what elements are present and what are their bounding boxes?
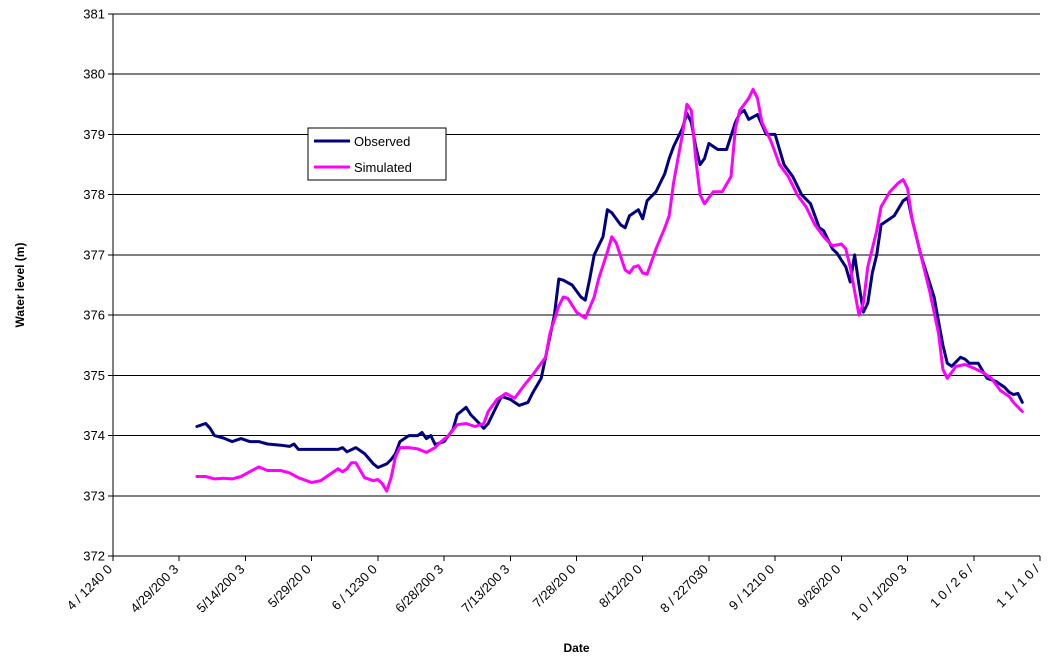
series-line-observed xyxy=(195,108,1024,469)
x-tick-label: 1 0 / 1/200 3 xyxy=(848,562,910,624)
y-tick-label: 381 xyxy=(83,7,105,22)
x-tick-label: 6/28/200 3 xyxy=(392,562,446,616)
axes xyxy=(112,14,1040,557)
x-axis-title: Date xyxy=(563,641,589,655)
y-tick-label: 372 xyxy=(83,549,105,564)
x-tick-label: 7/13/200 3 xyxy=(458,562,512,616)
series-lines xyxy=(195,87,1024,493)
gridlines xyxy=(113,13,1040,497)
x-tick-label: 8 / 227030 xyxy=(657,562,711,616)
x-tick-label: 1 1 / 1 0 / xyxy=(993,561,1042,610)
y-tick-label: 380 xyxy=(83,67,105,82)
x-tick-label: 9 / 1210 0 xyxy=(726,562,777,613)
series-line-simulated xyxy=(195,87,1024,493)
x-tick-label: 7/28/20 0 xyxy=(530,562,579,611)
y-tick-label: 377 xyxy=(83,247,105,262)
x-tick-label: 6 / 1230 0 xyxy=(328,562,379,613)
y-tick-label: 378 xyxy=(83,187,105,202)
y-tick-label: 376 xyxy=(83,308,105,323)
y-tick-label: 374 xyxy=(83,428,105,443)
x-tick-label: 5/14/200 3 xyxy=(193,562,247,616)
y-axis-title: Water level (m) xyxy=(13,243,27,328)
y-tick-label: 379 xyxy=(83,127,105,142)
x-tick-label: 9/26/20 0 xyxy=(795,562,844,611)
x-tick-label: 4 / 1240 0 xyxy=(64,562,115,613)
legend-label-simulated: Simulated xyxy=(354,160,412,175)
x-tick-label: 1 0 / 2 6 / xyxy=(927,561,976,610)
y-tick-label: 375 xyxy=(83,368,105,383)
x-tick-label: 4/29/200 3 xyxy=(127,562,181,616)
y-tick-label: 373 xyxy=(83,488,105,503)
legend-box xyxy=(307,127,447,181)
legend-label-observed: Observed xyxy=(354,134,410,149)
x-tick-label: 8/12/20 0 xyxy=(596,562,645,611)
x-tick-label: 5/29/20 0 xyxy=(265,562,314,611)
y-ticks: 372 373 374 375 376 377 378 379 380 381 xyxy=(83,7,113,564)
legend: Observed Simulated xyxy=(307,127,447,181)
x-ticks: 4 / 1240 0 4/29/200 3 5/14/200 3 5/29/20 0 6… xyxy=(64,556,1042,624)
